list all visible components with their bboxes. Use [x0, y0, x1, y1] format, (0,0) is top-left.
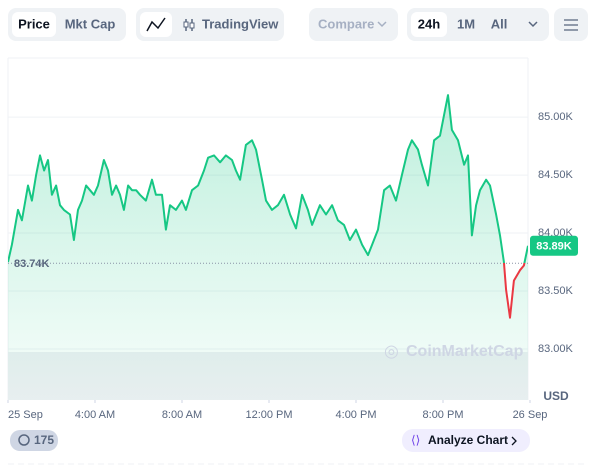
area	[8, 95, 528, 400]
compare-button[interactable]	[309, 8, 398, 41]
line-icon	[146, 17, 166, 32]
range-24h[interactable]: 24h	[418, 16, 440, 31]
chevron	[377, 21, 387, 28]
analyze-chevron	[511, 436, 517, 446]
watermark: CoinMarketCap	[406, 343, 524, 360]
reference-label: 83.74K	[14, 258, 50, 270]
count[interactable]: 175	[34, 433, 54, 447]
x-tick-label: 8:00 PM	[423, 409, 464, 421]
y-unit: USD	[543, 389, 569, 403]
analyze-icon: ⟨⟩	[411, 433, 420, 447]
mktcap-label[interactable]: Mkt Cap	[65, 16, 116, 31]
price-label[interactable]: Price	[18, 16, 50, 31]
x-tick-label: 8:00 AM	[162, 409, 202, 421]
y-tick-label: 85.00K	[538, 111, 574, 123]
last-price-label: 83.89K	[536, 241, 572, 253]
y-tick-label: 84.50K	[538, 169, 574, 181]
tradingview-label[interactable]: TradingView	[202, 16, 279, 31]
y-tick-label: 83.00K	[538, 343, 574, 355]
watermark-icon: ◎	[384, 341, 399, 360]
plot	[8, 94, 528, 400]
range-all[interactable]: All	[491, 16, 508, 31]
last-price-badge	[530, 235, 578, 256]
range-1m[interactable]: 1M	[457, 16, 475, 31]
candle-icon	[183, 21, 189, 28]
clock-icon	[18, 434, 30, 446]
toolbar: Price Mkt Cap TradingView Compare 24h 1M…	[8, 8, 588, 41]
price-button[interactable]	[12, 12, 56, 37]
candle-icon	[189, 22, 195, 29]
range-24h-button[interactable]	[411, 12, 447, 37]
range-chevron[interactable]	[528, 21, 538, 28]
x-tick-label: 4:00 PM	[336, 409, 377, 421]
y-tick-label: 83.50K	[538, 285, 574, 297]
compare-label[interactable]: Compare	[318, 16, 374, 31]
x-tick-label: 25 Sep	[8, 409, 43, 421]
x-tick-label: 26 Sep	[513, 409, 548, 421]
settings-icon	[564, 19, 578, 31]
line-button[interactable]	[140, 12, 172, 37]
analyze-button[interactable]	[402, 429, 530, 452]
price-line	[8, 94, 528, 319]
x-tick-label: 4:00 AM	[75, 409, 115, 421]
x-tick-label: 12:00 PM	[245, 409, 292, 421]
analyze-label[interactable]: Analyze Chart	[428, 433, 508, 447]
chart-type-group	[136, 8, 284, 41]
